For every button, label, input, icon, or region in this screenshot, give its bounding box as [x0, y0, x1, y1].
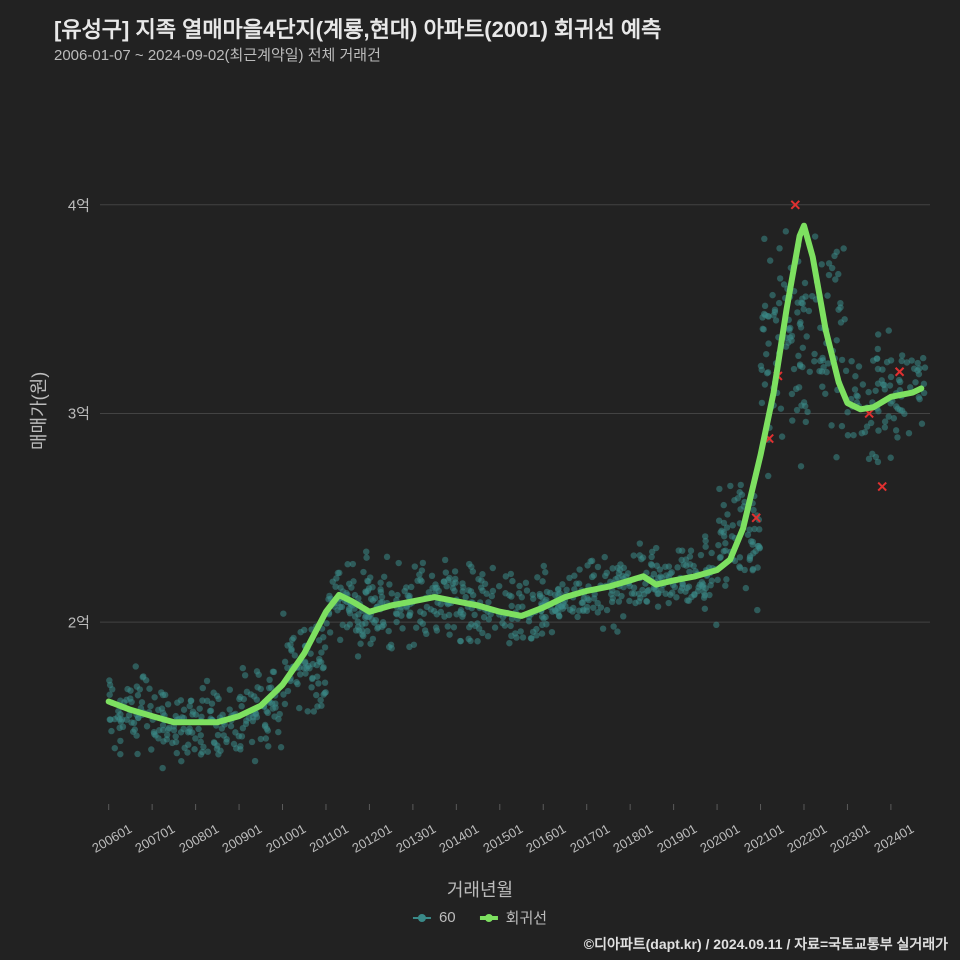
x-tick-label: 200801 [176, 821, 221, 856]
x-tick-label: 201501 [480, 821, 525, 856]
legend-item-scatter: 60 [413, 909, 456, 926]
legend: 60 회귀선 [413, 907, 547, 928]
legend-item-line: 회귀선 [480, 907, 547, 928]
chart-subtitle: 2006-01-07 ~ 2024-09-02(최근계약일) 전체 거래건 [54, 44, 381, 65]
legend-swatch-line [480, 916, 498, 920]
x-tick-label: 202401 [871, 821, 916, 856]
x-tick-label: 201801 [611, 821, 656, 856]
x-tick-label: 201201 [350, 821, 395, 856]
x-tick-label: 202201 [784, 821, 829, 856]
x-tick-label: 202001 [697, 821, 742, 856]
legend-swatch-scatter [413, 917, 431, 919]
y-axis-label: 매매가(원) [25, 372, 51, 450]
x-tick-label: 200701 [133, 821, 178, 856]
x-tick-label: 202101 [741, 821, 786, 856]
x-tick-label: 201301 [393, 821, 438, 856]
x-axis-label: 거래년월 [447, 876, 513, 902]
x-tick-label: 201701 [567, 821, 612, 856]
chart-title: [유성구] 지족 열매마을4단지(계룡,현대) 아파트(2001) 회귀선 예측 [54, 12, 661, 44]
chart-plot [100, 90, 930, 810]
legend-label-line: 회귀선 [506, 907, 547, 928]
y-tick-label: 4억 [68, 194, 90, 215]
x-tick-label: 201401 [437, 821, 482, 856]
x-tick-label: 200901 [219, 821, 264, 856]
y-tick-label: 3억 [68, 403, 90, 424]
y-tick-label: 2억 [68, 612, 90, 633]
x-tick-label: 202301 [828, 821, 873, 856]
x-tick-label: 201601 [524, 821, 569, 856]
x-tick-label: 201101 [307, 821, 351, 855]
footer-credit: ©디아파트(dapt.kr) / 2024.09.11 / 자료=국토교통부 실… [584, 934, 948, 954]
x-tick-label: 201001 [263, 821, 308, 856]
x-tick-label: 201901 [654, 821, 699, 856]
x-tick-label: 200601 [89, 821, 134, 856]
legend-label-scatter: 60 [439, 909, 456, 926]
